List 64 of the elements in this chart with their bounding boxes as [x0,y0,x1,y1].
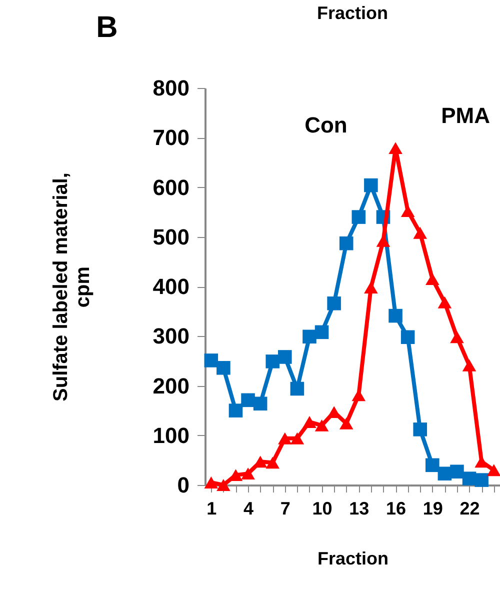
point [339,236,354,250]
y-axis-title: Sulfate labeled material, cpm [50,172,94,402]
x-tick-label: 4 [244,498,254,518]
x-tick-label: 13 [349,498,370,518]
point [314,325,329,340]
point [204,476,218,488]
text: Con [304,112,348,138]
point [486,464,500,476]
x-tick-label: 22 [460,498,480,518]
point [388,308,402,323]
y-tick-label: 700 [152,125,190,150]
x-tick-label: 16 [386,498,406,518]
y-tick-label: 400 [152,274,190,299]
text: PMA [441,103,490,128]
y-tick-label: 500 [152,224,190,250]
point [364,282,378,294]
point [450,464,464,478]
point [462,359,476,372]
y-tick-label: 300 [152,324,190,349]
chart-title: Fraction [316,3,388,23]
point [327,296,341,310]
point [438,466,452,480]
y-tick-label: 600 [152,174,190,200]
text: B [96,11,118,44]
point [204,354,218,368]
point [290,382,304,396]
point [302,416,316,428]
point [352,210,366,224]
point [327,406,341,418]
point [400,205,415,218]
point [266,354,280,368]
x-tick-label: 7 [280,498,290,518]
point [290,432,304,444]
x-tick-label: 1 [206,498,217,518]
y-tick-label: 200 [152,373,190,398]
point [241,468,255,480]
point [241,393,255,408]
point [400,330,415,344]
point [302,330,316,344]
y-tick-label: 800 [152,76,190,100]
point [450,331,464,344]
point [339,417,354,430]
y-tick-label: 0 [177,472,190,498]
point [426,458,440,472]
point [364,178,378,192]
x-tick-label: 10 [312,498,332,518]
point [474,473,488,487]
point [253,396,268,411]
point [413,226,427,239]
point [413,422,427,436]
point [426,273,440,286]
point [216,360,230,375]
x-axis-title: Fraction [317,548,389,568]
x-tick-label: 19 [422,498,443,518]
point [278,432,292,444]
point [266,456,280,469]
point [278,350,292,364]
point [216,479,230,491]
point [462,472,476,486]
point [314,419,329,432]
point [228,404,243,418]
y-tick-label: 100 [152,422,190,448]
point [388,142,402,154]
point [438,296,452,308]
